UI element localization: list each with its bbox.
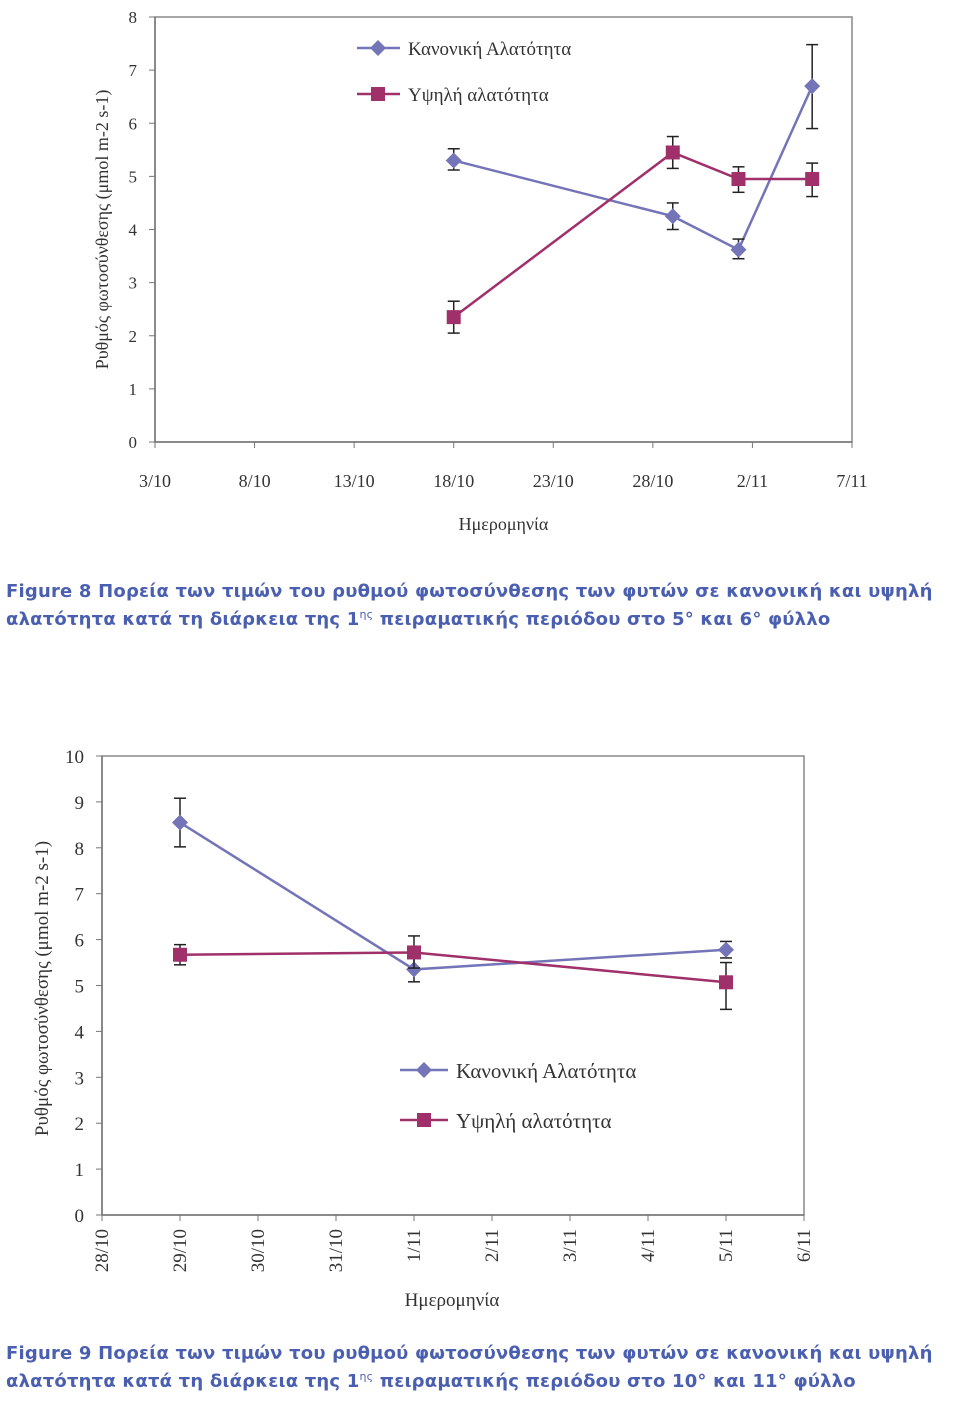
y-tick-label: 8 <box>129 8 138 27</box>
y-axis-title: Ρυθμός φωτοσύνθεσης (μmol m-2 s-1) <box>92 90 113 370</box>
data-point <box>406 961 422 978</box>
y-tick-label: 6 <box>75 931 85 952</box>
y-tick-label: 5 <box>129 167 138 186</box>
x-tick-label: 2/11 <box>482 1229 503 1262</box>
series-line <box>179 821 727 971</box>
series-high-salinity <box>173 935 733 1011</box>
y-tick-label: 5 <box>75 977 85 998</box>
caption-superscript: ης <box>359 608 374 621</box>
x-axis-title: Ημερομηνία <box>459 514 549 534</box>
data-point <box>446 310 461 325</box>
x-tick-label: 1/11 <box>404 1229 425 1262</box>
data-point <box>664 208 681 225</box>
x-tick-label: 28/10 <box>632 471 673 491</box>
y-tick-label: 4 <box>75 1022 85 1043</box>
y-tick-label: 1 <box>129 380 138 399</box>
x-tick-label: 3/10 <box>139 471 171 491</box>
plot-area <box>101 755 805 1216</box>
x-tick-label: 30/10 <box>248 1229 269 1272</box>
legend-label: Υψηλή αλατότητα <box>456 1109 612 1133</box>
figure-8-caption: Figure 8 Πορεία των τιμών του ρυθμού φωτ… <box>6 580 956 631</box>
data-point <box>445 152 462 169</box>
caption-text: Figure 9 Πορεία των τιμών του ρυθμού φωτ… <box>6 1343 933 1392</box>
series-normal-salinity <box>445 43 821 260</box>
x-tick-label: 29/10 <box>170 1229 191 1272</box>
y-tick-label: 10 <box>65 747 84 768</box>
y-tick-label: 9 <box>75 793 85 814</box>
data-point <box>804 78 821 95</box>
data-point <box>173 947 187 962</box>
x-tick-label: 31/10 <box>326 1229 347 1272</box>
y-tick-label: 8 <box>75 839 85 860</box>
data-point <box>172 814 188 831</box>
y-tick-label: 7 <box>75 885 85 906</box>
y-tick-label: 3 <box>75 1068 85 1089</box>
data-point <box>730 241 747 258</box>
x-tick-label: 18/10 <box>433 471 474 491</box>
x-tick-label: 13/10 <box>334 471 375 491</box>
x-tick-label: 3/11 <box>560 1229 581 1262</box>
y-tick-label: 3 <box>129 274 138 293</box>
series-normal-salinity <box>172 797 734 983</box>
x-tick-label: 28/10 <box>92 1229 113 1272</box>
y-axis-title: Ρυθμός φωτοσύνθεσης (μmol m-2 s-1) <box>32 841 53 1136</box>
data-point <box>805 172 820 187</box>
chart-figure-8: 0 1 2 3 4 5 6 7 8 3/10 8/10 13/10 18/10 23/10 28/10 2/1… <box>92 8 868 534</box>
caption-text: Figure 8 Πορεία των τιμών του ρυθμού φωτ… <box>6 581 933 630</box>
series-high-salinity <box>446 135 820 334</box>
legend-label: Υψηλή αλατότητα <box>408 85 549 106</box>
x-tick-label: 7/11 <box>836 471 867 491</box>
data-point <box>731 172 746 187</box>
x-tick-label: 2/11 <box>737 471 768 491</box>
y-tick-label: 2 <box>75 1114 85 1135</box>
legend-marker <box>370 40 386 56</box>
y-tick-label: 1 <box>75 1160 85 1181</box>
x-tick-label: 8/10 <box>239 471 271 491</box>
legend-marker <box>416 1062 432 1078</box>
legend-marker <box>371 87 385 101</box>
y-tick-label: 7 <box>129 61 138 80</box>
data-point <box>718 941 734 958</box>
figure-9-caption: Figure 9 Πορεία των τιμών του ρυθμού φωτ… <box>6 1342 956 1393</box>
data-point <box>407 945 421 960</box>
y-tick-label: 4 <box>129 221 138 240</box>
y-tick-label: 2 <box>129 327 138 346</box>
x-tick-label: 23/10 <box>533 471 574 491</box>
x-tick-label: 5/11 <box>716 1229 737 1262</box>
y-tick-label: 0 <box>75 1206 85 1227</box>
data-point <box>665 145 680 160</box>
series-line <box>452 151 813 319</box>
data-point <box>719 975 733 990</box>
series-line <box>453 85 814 252</box>
y-tick-label: 0 <box>129 433 138 452</box>
chart-figure-9: 0 1 2 3 4 5 6 7 8 9 10 28/10 29/10 30/10 31/10 1/11 2/11… <box>32 747 815 1311</box>
caption-superscript: ης <box>359 1370 374 1383</box>
y-tick-label: 6 <box>129 114 138 133</box>
legend-marker <box>417 1113 431 1127</box>
legend-label: Κανονική Αλατότητα <box>456 1059 636 1083</box>
x-tick-label: 4/11 <box>638 1229 659 1262</box>
x-axis-title: Ημερομηνία <box>405 1290 500 1311</box>
caption-text-end: πειραματικής περιόδου στο 5° και 6° φύλλ… <box>373 609 831 630</box>
x-tick-label: 6/11 <box>794 1229 815 1262</box>
caption-text-end: πειραματικής περιόδου στο 10° και 11° φύ… <box>373 1371 856 1392</box>
legend-label: Κανονική Αλατότητα <box>408 39 571 60</box>
